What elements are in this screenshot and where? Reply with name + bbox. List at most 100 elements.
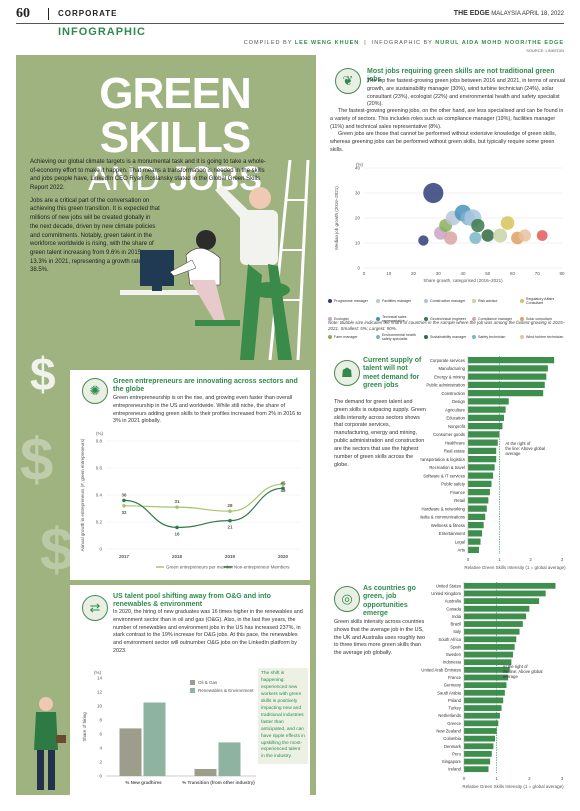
bar [468,538,481,545]
bar [464,636,517,643]
x-tick-label: 0 [363,271,366,276]
data-label: 16 [174,531,180,536]
scatter-point [443,231,458,245]
x-tick-label: 2018 [172,554,183,559]
scatter-chart: 0 10 20 30 40 0 10 20 30 40 50 60 70 80 (%) Share growt… [334,162,565,283]
bar [143,702,166,776]
section-title: US talent pool shifting away from O&G an… [113,593,271,609]
y-axis-label: Share of hiring [82,712,87,742]
series-point [122,498,126,503]
callout-text: The shift is happening: experienced new … [258,668,308,765]
title-and: AND [88,160,160,198]
y-unit-label: (%) [94,670,101,675]
section-body: The fastest-growing greening jobs, on th… [330,108,566,155]
x-tick-label: 50 [485,271,491,276]
category-label: Agriculture [445,407,466,412]
bar [464,705,502,711]
source-line: SOURCE: LINKEDIN [526,48,564,53]
legend-label: Facilities manager [382,299,412,303]
dollar-decoration: $ $ $ [20,348,73,583]
category-label: Entertainment [439,531,466,536]
scatter-point [418,235,429,246]
category-label: Healthcare [445,440,466,445]
legend-label: Ecologist [334,317,349,321]
bar [464,697,504,704]
section-title: Most jobs requiring green skills are not… [367,68,555,84]
category-label: Design [452,399,466,404]
scatter-legend: Programme manager Facilities manager Const… [328,290,568,344]
section-title: Current supply of talent will not meet d… [363,357,422,390]
bar [464,590,546,597]
section-body: Green entrepreneurship is on the rise, a… [113,395,302,425]
category-label: Germany [444,683,462,688]
category-label: Software & IT services [423,473,465,478]
bar [218,742,241,776]
legend-swatch [424,335,428,339]
section-countries [316,580,570,795]
category-label: Public safety [441,482,466,487]
bar [468,414,505,422]
bar [464,598,540,605]
category-label: Netherlands [438,713,461,718]
legend-swatch [190,680,195,685]
y-tick-label: 0.8 [96,439,103,444]
legend-swatch [520,299,524,303]
bar [464,735,496,742]
legend-item: Technical sales representative [376,315,424,323]
brand-suffix: MALAYSIA [491,11,521,17]
section-paragraph: The top five fastest-growing green jobs … [367,78,566,108]
category-label: United Kingdom [431,591,461,596]
bar [468,406,506,413]
legend-item: Sustainability manager [424,335,472,339]
category-label: Brazil [451,622,462,627]
legend-item: Solar consultant [520,317,568,321]
data-label: 28 [227,503,233,508]
category-label: Spain [450,644,461,649]
line-chart: 0 0.2 0.4 0.6 0.8 (%) Annual growth in entrepr… [80,431,301,570]
x-tick-label: 1 [498,557,501,562]
x-tick-label: 10 [386,271,392,276]
y-tick-label: 0 [99,547,102,552]
legend-label: Compliance manager [478,317,513,321]
scatter-point [518,229,532,242]
legend-item: Environmental health safety specialist [376,333,424,341]
y-tick-label: 30 [355,191,361,196]
legend-swatch [520,317,524,321]
reference-label: the line: Above global [503,669,543,674]
x-tick-label: 70 [535,271,541,276]
legend-label: Geotechnical engineer [430,317,466,321]
x-axis-label: Share growth, categorised (2016–2021) [423,278,503,283]
category-label: Canada [446,606,461,611]
reference-label: At the right of [503,664,529,669]
category-label: Consumer goods [433,432,465,437]
bar [119,728,142,776]
legend-label: Environmental health safety specialist [382,333,416,341]
legend-swatch [328,335,332,339]
header-divider [48,8,49,20]
legend-item: Wind turbine technician [520,335,568,339]
infographic-prefix: INFOGRAPHIC BY [371,40,433,46]
svg-text:$: $ [30,348,56,400]
globe-icon: ◎ [334,586,360,612]
header-rule [16,23,564,24]
reference-label: average [503,674,519,679]
bar [464,743,494,750]
legend-label: Farm manager [334,335,358,339]
legend-swatch [520,335,524,339]
chart-note: Note: Bubble size indicates the share of… [328,320,566,332]
bar [464,621,523,627]
series-point [281,486,285,491]
y-tick-label: 0.6 [96,466,103,471]
category-label: Singapore [442,759,462,764]
illustration-workers [120,159,310,361]
bar [464,644,515,650]
category-label: Finance [450,490,466,495]
bar [464,582,556,589]
bar [468,480,492,488]
svg-text:$: $ [20,426,53,493]
section-body: Green skills intensity across countries … [334,619,426,657]
intro-paragraph: Achieving our global climate targets is … [30,159,266,192]
legend-item: Regulatory Affairs Consultant [520,297,568,305]
legend-label: Solar consultant [526,317,552,321]
category-label: % New gradhires [125,780,162,785]
